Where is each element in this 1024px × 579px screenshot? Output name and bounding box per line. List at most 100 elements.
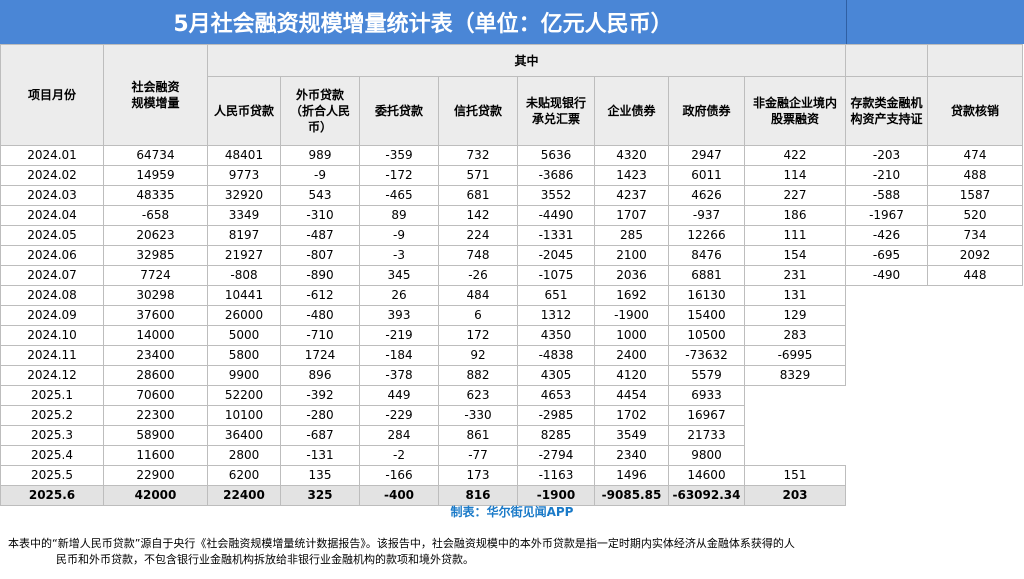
cell-writeoff <box>927 345 1023 366</box>
cell-writeoff: 474 <box>927 145 1023 166</box>
cell-writeoff <box>927 445 1023 466</box>
cell-entrusted: -2 <box>359 445 439 466</box>
cell-abs <box>845 345 928 366</box>
cell-bankers-acceptance: -1163 <box>517 465 595 486</box>
header-gov-bond: 政府债券 <box>668 76 745 146</box>
table-row: 2024.11 23400 5800 1724 -184 92 -4838 2400 -7363… <box>0 345 1023 366</box>
cell-gov-bond: 16967 <box>668 405 745 426</box>
cell-trust: 623 <box>438 385 518 406</box>
table-title: 5月社会融资规模增量统计表（单位：亿元人民币） <box>0 0 847 44</box>
header-writeoff-top <box>927 44 1023 77</box>
cell-entrusted: -166 <box>359 465 439 486</box>
cell-fx-loan: -310 <box>280 205 360 226</box>
cell-month: 2024.05 <box>0 225 104 246</box>
cell-trust: -330 <box>438 405 518 426</box>
cell-writeoff <box>927 325 1023 346</box>
cell-month: 2024.01 <box>0 145 104 166</box>
credit-prefix: 制表： <box>450 505 487 519</box>
cell-abs <box>845 465 928 486</box>
cell-abs: -210 <box>845 165 928 186</box>
cell-equity: 186 <box>744 205 846 226</box>
cell-entrusted: -172 <box>359 165 439 186</box>
cell-fx-loan: -687 <box>280 425 360 446</box>
cell-writeoff: 2092 <box>927 245 1023 266</box>
cell-gov-bond: 9800 <box>668 445 745 466</box>
header-fx-loan: 外币贷款 （折合人民 币） <box>280 76 360 146</box>
header-rmb-loan: 人民币贷款 <box>207 76 281 146</box>
cell-equity: 151 <box>744 465 846 486</box>
title-bar-extension <box>846 0 1024 44</box>
cell-rmb-loan: 10441 <box>207 285 281 306</box>
cell-equity: 227 <box>744 185 846 206</box>
cell-fx-loan: -280 <box>280 405 360 426</box>
cell-bankers-acceptance: -1900 <box>517 485 595 506</box>
header-month: 项目月份 <box>0 44 104 146</box>
cell-gov-bond: -63092.34 <box>668 485 745 506</box>
footnote: 本表中的“新增人民币贷款”源自于央行《社会融资规模增量统计数据报告》。该报告中，… <box>8 536 868 568</box>
cell-total: 42000 <box>103 485 208 506</box>
footnote-line-1: 本表中的“新增人民币贷款”源自于央行《社会融资规模增量统计数据报告》。该报告中，… <box>8 537 795 550</box>
table-row: 2025.1 70600 52200 -392 449 623 4653 4454 6933 <box>0 385 1023 406</box>
cell-gov-bond: 8476 <box>668 245 745 266</box>
cell-gov-bond: 16130 <box>668 285 745 306</box>
cell-fx-loan: -710 <box>280 325 360 346</box>
table-row: 2024.01 64734 48401 989 -359 732 5636 4320 2947 4… <box>0 145 1023 166</box>
cell-gov-bond: 10500 <box>668 325 745 346</box>
cell-bankers-acceptance: 5636 <box>517 145 595 166</box>
cell-equity: 203 <box>744 485 846 506</box>
cell-month: 2024.04 <box>0 205 104 226</box>
credit-line: 制表：华尔街见闻APP <box>0 503 1024 520</box>
cell-entrusted: -359 <box>359 145 439 166</box>
cell-abs: -588 <box>845 185 928 206</box>
table-row: 2024.02 14959 9773 -9 -172 571 -3686 1423 6011 11… <box>0 165 1023 186</box>
cell-entrusted: -3 <box>359 245 439 266</box>
cell-bankers-acceptance: 4305 <box>517 365 595 386</box>
cell-total: 64734 <box>103 145 208 166</box>
cell-gov-bond: 2947 <box>668 145 745 166</box>
cell-writeoff <box>927 305 1023 326</box>
cell-bankers-acceptance: -1075 <box>517 265 595 286</box>
cell-bankers-acceptance: 651 <box>517 285 595 306</box>
cell-total: 32985 <box>103 245 208 266</box>
cell-entrusted: -400 <box>359 485 439 506</box>
cell-equity: 111 <box>744 225 846 246</box>
header-bankers-acceptance: 未贴现银行 承兑汇票 <box>517 76 595 146</box>
cell-trust: 6 <box>438 305 518 326</box>
cell-trust: 681 <box>438 185 518 206</box>
cell-abs: -490 <box>845 265 928 286</box>
cell-gov-bond: -73632 <box>668 345 745 366</box>
cell-abs: -695 <box>845 245 928 266</box>
cell-equity: 154 <box>744 245 846 266</box>
cell-entrusted: -378 <box>359 365 439 386</box>
cell-rmb-loan: 5000 <box>207 325 281 346</box>
cell-fx-loan: 325 <box>280 485 360 506</box>
cell-entrusted: -184 <box>359 345 439 366</box>
cell-corp-bond: 2036 <box>594 265 669 286</box>
cell-equity: -6995 <box>744 345 846 366</box>
cell-abs <box>845 365 928 386</box>
cell-bankers-acceptance: 8285 <box>517 425 595 446</box>
cell-entrusted: -229 <box>359 405 439 426</box>
cell-bankers-acceptance: -2794 <box>517 445 595 466</box>
cell-month: 2025.5 <box>0 465 104 486</box>
header-group: 其中 <box>207 44 846 77</box>
header-corp-bond: 企业债券 <box>594 76 669 146</box>
table-row: 2024.08 30298 10441 -612 26 484 651 1692 16130 13… <box>0 285 1023 306</box>
cell-bankers-acceptance: 4653 <box>517 385 595 406</box>
cell-month: 2024.10 <box>0 325 104 346</box>
cell-trust: -77 <box>438 445 518 466</box>
cell-corp-bond: 2340 <box>594 445 669 466</box>
cell-trust: 748 <box>438 245 518 266</box>
cell-rmb-loan: 22400 <box>207 485 281 506</box>
cell-abs <box>845 325 928 346</box>
cell-rmb-loan: 5800 <box>207 345 281 366</box>
table-row: 2024.12 28600 9900 896 -378 882 4305 4120 5579 83… <box>0 365 1023 386</box>
cell-month: 2025.6 <box>0 485 104 506</box>
cell-rmb-loan: 6200 <box>207 465 281 486</box>
cell-gov-bond: 6933 <box>668 385 745 406</box>
cell-abs <box>845 405 928 426</box>
cell-entrusted: -9 <box>359 225 439 246</box>
cell-rmb-loan: 9773 <box>207 165 281 186</box>
cell-rmb-loan: 2800 <box>207 445 281 466</box>
cell-month: 2024.08 <box>0 285 104 306</box>
